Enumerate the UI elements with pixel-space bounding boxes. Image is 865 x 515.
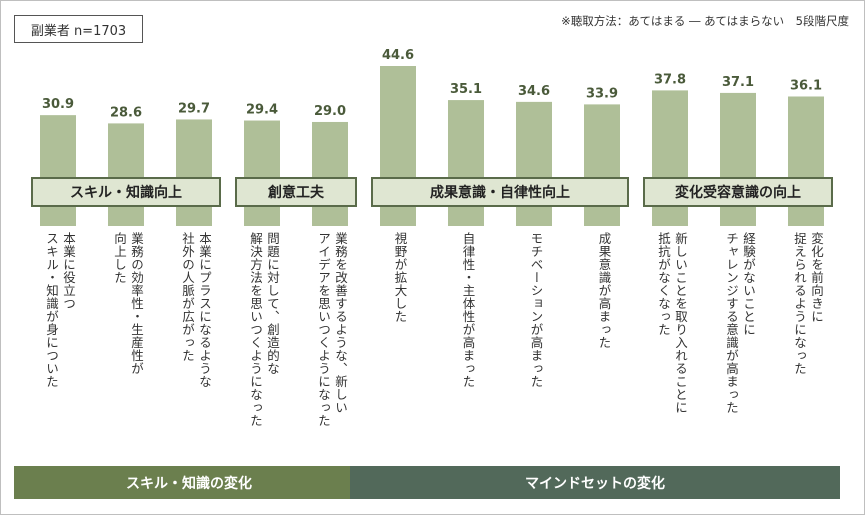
bar-1 [40,115,76,226]
category-label-7: 自律性・主体性が高まった [460,232,476,388]
category-label-12: 変化を前向きに 捉えられるようになった [792,232,824,375]
value-label-5: 29.0 [314,104,346,119]
category-label-4: 問題に対して、創造的な 解決方法を思いつくようになった [248,232,280,427]
sample-size-label: 副業者 n=1703 [14,15,143,43]
category-label-10: 新しいことを取り入れることに 抵抗がなくなった [656,232,688,414]
category-label-1: 本業に役立つ スキル・知識が身についた [44,232,76,388]
bar-7 [448,100,484,226]
method-note: ※聴取方法：あてはまる ― あてはまらない 5段階尺度 [561,14,849,28]
value-label-3: 29.7 [178,101,210,116]
category-label-5: 業務を改善するような、新しい アイデアを思いつくようになった [316,232,348,427]
value-label-11: 37.1 [722,75,754,90]
bar-3 [176,119,212,226]
value-label-1: 30.9 [42,97,74,112]
group-label-2: 創意工夫 [235,177,357,207]
value-label-12: 36.1 [790,78,822,93]
category-label-8: モチベーションが高まった [528,232,544,388]
bar-9 [584,104,620,226]
category-group-2: マインドセットの変化 [350,466,840,499]
category-label-6: 視野が拡大した [392,232,408,323]
group-label-4: 変化受容意識の向上 [643,177,833,207]
value-label-7: 35.1 [450,82,482,97]
category-label-3: 本業にプラスになるような 社外の人脈が広がった [180,232,212,388]
category-label-9: 成果意識が高まった [596,232,612,349]
value-label-6: 44.6 [382,48,414,63]
bar-8 [516,101,552,226]
group-label-3: 成果意識・自律性向上 [371,177,629,207]
category-label-11: 経験がないことに チャレンジする意識が高まった [724,232,756,414]
category-group-1: スキル・知識の変化 [14,466,364,499]
bar-4 [244,120,280,226]
bar-2 [108,123,144,226]
value-label-9: 33.9 [586,86,618,101]
group-label-1: スキル・知識向上 [31,177,221,207]
value-label-4: 29.4 [246,103,278,118]
bar-5 [312,121,348,226]
value-label-8: 34.6 [518,84,550,99]
value-label-2: 28.6 [110,105,142,120]
category-label-2: 業務の効率性・生産性が 向上した [112,232,144,375]
value-label-10: 37.8 [654,72,686,87]
